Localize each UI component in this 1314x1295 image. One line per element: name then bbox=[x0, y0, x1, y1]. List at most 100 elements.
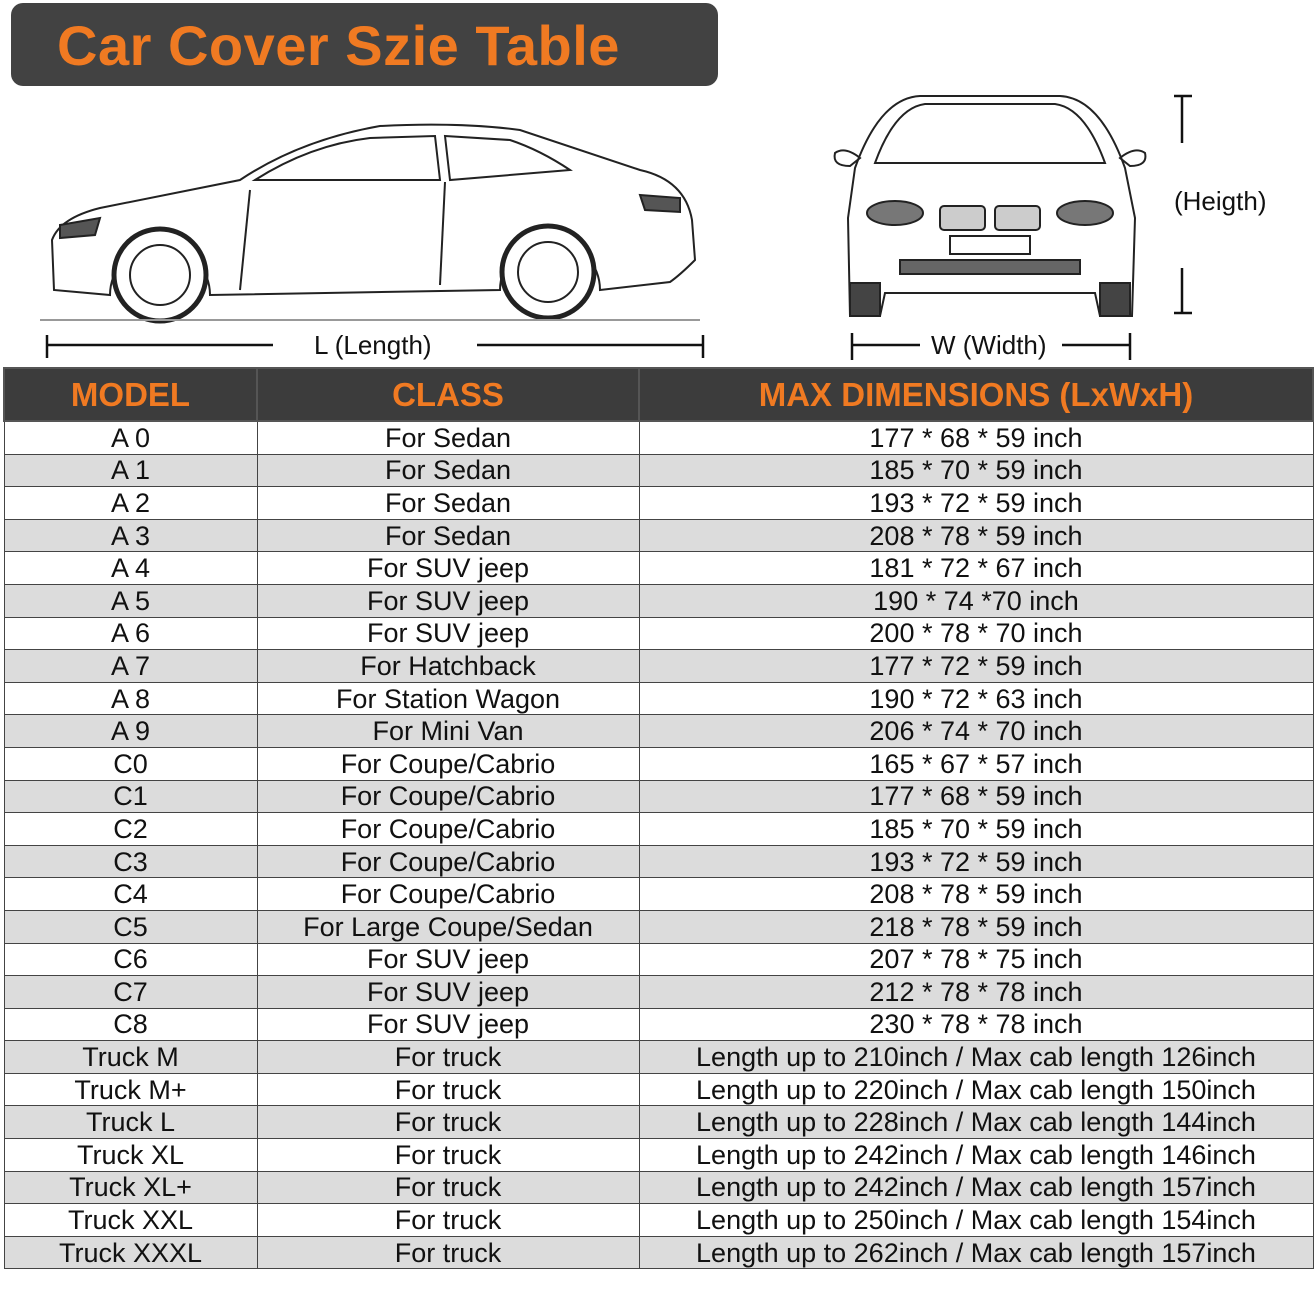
table-row: A 2 For Sedan 193 * 72 * 59 inch bbox=[3, 486, 1314, 520]
model-cell: C1 bbox=[3, 779, 258, 814]
dimensions-cell: Length up to 262inch / Max cab length 15… bbox=[638, 1235, 1314, 1270]
table-row: C7 For SUV jeep 212 * 78 * 78 inch bbox=[3, 975, 1314, 1009]
table-row: C5 For Large Coupe/Sedan 218 * 78 * 59 inc… bbox=[3, 909, 1314, 944]
dimensions-cell: 177 * 68 * 59 inch bbox=[638, 779, 1314, 814]
dimensions-cell: 212 * 78 * 78 inch bbox=[638, 975, 1314, 1009]
model-cell: A 9 bbox=[3, 714, 258, 748]
dimensions-cell: 165 * 67 * 57 inch bbox=[638, 746, 1314, 781]
class-cell: For SUV jeep bbox=[256, 1007, 640, 1042]
table-row: Truck M For truck Length up to 210inch / M… bbox=[3, 1040, 1314, 1074]
dimensions-cell: 206 * 74 * 70 inch bbox=[638, 714, 1314, 748]
dimensions-cell: Length up to 210inch / Max cab length 12… bbox=[638, 1040, 1314, 1074]
class-cell: For Sedan bbox=[256, 518, 640, 553]
class-cell: For Coupe/Cabrio bbox=[256, 877, 640, 911]
model-cell: Truck XL bbox=[3, 1138, 258, 1172]
dimensions-cell: Length up to 242inch / Max cab length 14… bbox=[638, 1138, 1314, 1172]
class-cell: For Coupe/Cabrio bbox=[256, 746, 640, 781]
title-banner: Car Cover Szie Table bbox=[11, 3, 718, 86]
model-cell: A 7 bbox=[3, 649, 258, 683]
dimensions-cell: 193 * 72 * 59 inch bbox=[638, 844, 1314, 879]
table-row: Truck XXL For truck Length up to 250inch /… bbox=[3, 1203, 1314, 1237]
class-cell: For SUV jeep bbox=[256, 551, 640, 585]
table-row: Truck L For truck Length up to 228inch / M… bbox=[3, 1105, 1314, 1140]
model-cell: Truck XXL bbox=[3, 1203, 258, 1237]
table-row: C2 For Coupe/Cabrio 185 * 70 * 59 inch bbox=[3, 812, 1314, 846]
class-cell: For Sedan bbox=[256, 420, 640, 455]
table-row: A 0 For Sedan 177 * 68 * 59 inch bbox=[3, 420, 1314, 455]
dimensions-cell: 185 * 70 * 59 inch bbox=[638, 453, 1314, 488]
table-row: A 9 For Mini Van 206 * 74 * 70 inch bbox=[3, 714, 1314, 748]
model-cell: C7 bbox=[3, 975, 258, 1009]
table-row: C4 For Coupe/Cabrio 208 * 78 * 59 inch bbox=[3, 877, 1314, 911]
table-row: A 3 For Sedan 208 * 78 * 59 inch bbox=[3, 518, 1314, 553]
size-table: MODEL CLASS MAX DIMENSIONS (LxWxH) A 0 Fo… bbox=[3, 367, 1314, 1270]
model-cell: A 6 bbox=[3, 616, 258, 651]
car-front-view-illustration bbox=[833, 95, 1147, 317]
model-cell: A 8 bbox=[3, 681, 258, 716]
class-cell: For truck bbox=[256, 1203, 640, 1237]
dimensions-cell: 200 * 78 * 70 inch bbox=[638, 616, 1314, 651]
dimensions-cell: Length up to 250inch / Max cab length 15… bbox=[638, 1203, 1314, 1237]
model-cell: A 2 bbox=[3, 486, 258, 520]
dimensions-cell: 190 * 72 * 63 inch bbox=[638, 681, 1314, 716]
dimensions-cell: 177 * 68 * 59 inch bbox=[638, 420, 1314, 455]
model-cell: Truck M bbox=[3, 1040, 258, 1074]
model-cell: Truck XXXL bbox=[3, 1235, 258, 1270]
class-cell: For Coupe/Cabrio bbox=[256, 779, 640, 814]
model-cell: A 5 bbox=[3, 583, 258, 618]
model-cell: C8 bbox=[3, 1007, 258, 1042]
class-cell: For truck bbox=[256, 1040, 640, 1074]
model-cell: A 3 bbox=[3, 518, 258, 553]
dimensions-cell: 208 * 78 * 59 inch bbox=[638, 518, 1314, 553]
page-title: Car Cover Szie Table bbox=[57, 14, 620, 77]
table-row: C6 For SUV jeep 207 * 78 * 75 inch bbox=[3, 942, 1314, 977]
length-label: L (Length) bbox=[314, 330, 432, 360]
dimensions-cell: Length up to 242inch / Max cab length 15… bbox=[638, 1170, 1314, 1205]
table-row: C8 For SUV jeep 230 * 78 * 78 inch bbox=[3, 1007, 1314, 1042]
height-label: (Heigth) bbox=[1174, 186, 1267, 216]
table-row: A 1 For Sedan 185 * 70 * 59 inch bbox=[3, 453, 1314, 488]
table-row: A 4 For SUV jeep 181 * 72 * 67 inch bbox=[3, 551, 1314, 585]
table-row: Truck M+ For truck Length up to 220inch / … bbox=[3, 1072, 1314, 1107]
dimensions-cell: 218 * 78 * 59 inch bbox=[638, 909, 1314, 944]
class-cell: For SUV jeep bbox=[256, 583, 640, 618]
dimensions-cell: 190 * 74 *70 inch bbox=[638, 583, 1314, 618]
dimensions-cell: 230 * 78 * 78 inch bbox=[638, 1007, 1314, 1042]
header-class: CLASS bbox=[256, 367, 640, 422]
class-cell: For SUV jeep bbox=[256, 942, 640, 977]
class-cell: For truck bbox=[256, 1235, 640, 1270]
table-row: Truck XXXL For truck Length up to 262inch … bbox=[3, 1235, 1314, 1270]
model-cell: C0 bbox=[3, 746, 258, 781]
width-label: W (Width) bbox=[931, 330, 1047, 360]
header-model: MODEL bbox=[3, 367, 258, 422]
table-row: A 6 For SUV jeep 200 * 78 * 70 inch bbox=[3, 616, 1314, 651]
table-row: A 8 For Station Wagon 190 * 72 * 63 inch bbox=[3, 681, 1314, 716]
model-cell: Truck M+ bbox=[3, 1072, 258, 1107]
class-cell: For Sedan bbox=[256, 486, 640, 520]
table-row: Truck XL For truck Length up to 242inch / … bbox=[3, 1138, 1314, 1172]
dimensions-cell: 177 * 72 * 59 inch bbox=[638, 649, 1314, 683]
class-cell: For truck bbox=[256, 1170, 640, 1205]
header-dimensions: MAX DIMENSIONS (LxWxH) bbox=[638, 367, 1314, 422]
class-cell: For Station Wagon bbox=[256, 681, 640, 716]
table-header-row: MODEL CLASS MAX DIMENSIONS (LxWxH) bbox=[3, 367, 1314, 422]
car-side-view-illustration bbox=[40, 123, 700, 324]
table-row: A 5 For SUV jeep 190 * 74 *70 inch bbox=[3, 583, 1314, 618]
model-cell: Truck L bbox=[3, 1105, 258, 1140]
class-cell: For SUV jeep bbox=[256, 975, 640, 1009]
model-cell: Truck XL+ bbox=[3, 1170, 258, 1205]
model-cell: C5 bbox=[3, 909, 258, 944]
dimensions-cell: Length up to 228inch / Max cab length 14… bbox=[638, 1105, 1314, 1140]
dimensions-cell: 208 * 78 * 59 inch bbox=[638, 877, 1314, 911]
model-cell: A 1 bbox=[3, 453, 258, 488]
dimensions-cell: 207 * 78 * 75 inch bbox=[638, 942, 1314, 977]
class-cell: For truck bbox=[256, 1072, 640, 1107]
class-cell: For truck bbox=[256, 1105, 640, 1140]
model-cell: C4 bbox=[3, 877, 258, 911]
table-row: A 7 For Hatchback 177 * 72 * 59 inch bbox=[3, 649, 1314, 683]
model-cell: A 4 bbox=[3, 551, 258, 585]
dimensions-cell: 185 * 70 * 59 inch bbox=[638, 812, 1314, 846]
class-cell: For Sedan bbox=[256, 453, 640, 488]
model-cell: C6 bbox=[3, 942, 258, 977]
table-row: C3 For Coupe/Cabrio 193 * 72 * 59 inch bbox=[3, 844, 1314, 879]
